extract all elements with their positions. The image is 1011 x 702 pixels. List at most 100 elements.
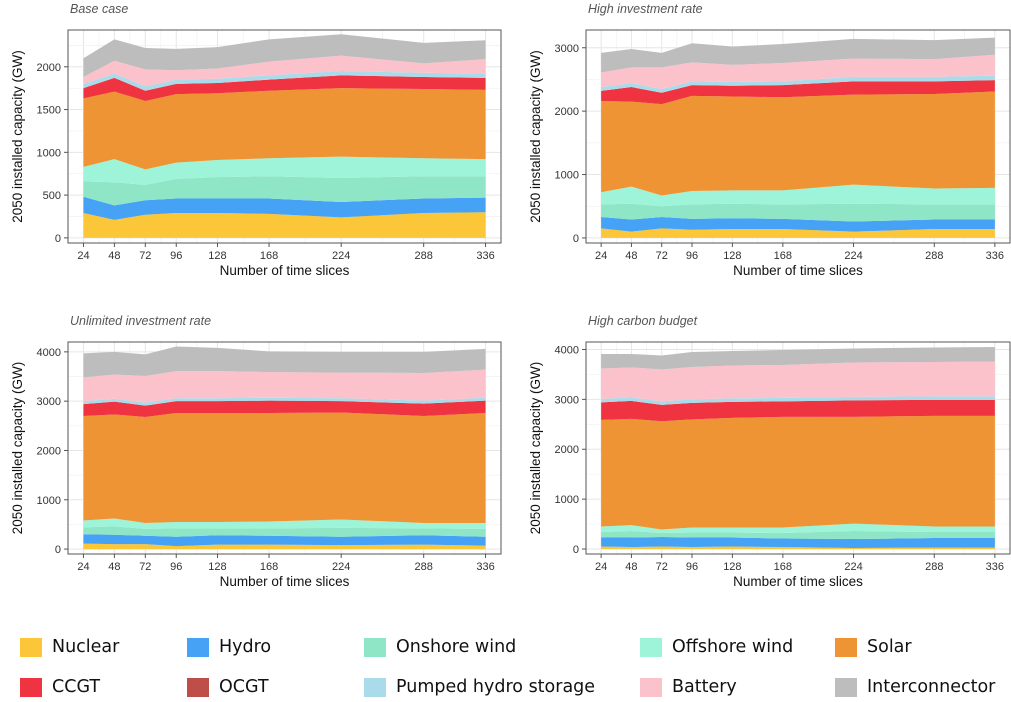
area-interconnector [83, 346, 486, 378]
legend-label-solar: Solar [867, 637, 912, 657]
area-onshore-wind [601, 203, 995, 222]
x-tick-label: 72 [139, 250, 151, 262]
x-tick-label: 96 [170, 250, 182, 262]
area-onshore-wind [83, 176, 486, 206]
chart-panel-base-case: 24 48 72 96 128 168 224 288 336 0 500 1000 1500 2000 B… [10, 2, 502, 278]
area-onshore-wind [83, 526, 486, 537]
x-tick-label: 96 [686, 561, 698, 573]
chart-panel-high-investment-rate: 24 48 72 96 128 168 224 288 336 0 1000 2000 3000 High… [528, 2, 1011, 278]
legend-item-ocgt: OCGT [187, 672, 269, 702]
x-tick-label: 168 [774, 561, 792, 573]
plot-border [67, 341, 502, 555]
area-battery [83, 369, 486, 403]
chart-title: Unlimited investment rate [70, 314, 211, 328]
area-pumped-hydro-storage [601, 396, 995, 405]
legend-label-ccgt: CCGT [52, 677, 101, 697]
x-tick-label: 72 [656, 561, 668, 573]
y-tick-label: 3000 [37, 396, 61, 408]
x-tick-label: 96 [686, 250, 698, 262]
x-tick-label: 224 [332, 250, 350, 262]
x-tick-label: 48 [108, 561, 120, 573]
charts-figure: 24 48 72 96 128 168 224 288 336 0 500 1000 1500 2000 B… [10, 2, 1011, 589]
area-onshore-wind [601, 531, 995, 540]
legend-swatch-offshore-wind [640, 637, 662, 657]
legend-swatch-solar [835, 637, 857, 657]
area-hydro [601, 537, 995, 549]
x-tick-label: 72 [139, 561, 151, 573]
x-tick-label: 96 [170, 561, 182, 573]
y-tick-label: 1000 [555, 494, 579, 506]
y-axis-label: 2050 installed capacity (GW) [10, 362, 25, 535]
legend-swatch-hydro [187, 637, 209, 657]
y-tick-label: 1000 [37, 147, 61, 159]
x-tick-label: 336 [986, 561, 1004, 573]
x-tick-label: 48 [625, 250, 637, 262]
x-tick-label: 72 [656, 250, 668, 262]
area-nuclear [601, 546, 995, 550]
legend-item-interconnector: Interconnector [835, 672, 995, 702]
x-tick-label: 24 [77, 250, 89, 262]
legend-swatch-pumped-hydro-storage [364, 677, 386, 697]
y-tick-label: 500 [43, 190, 61, 202]
chart-title: Base case [70, 2, 128, 16]
legend-label-offshore-wind: Offshore wind [672, 637, 794, 657]
x-axis-label: Number of time slices [220, 574, 350, 589]
y-tick-label: 4000 [37, 347, 61, 359]
legend-item-pumped-hydro-storage: Pumped hydro storage [364, 672, 595, 702]
y-tick-label: 1000 [37, 495, 61, 507]
chart-title: High investment rate [588, 2, 703, 16]
y-tick-label: 0 [55, 544, 61, 556]
x-axis-label: Number of time slices [220, 263, 350, 278]
legend-label-battery: Battery [672, 677, 737, 697]
area-pumped-hydro-storage [601, 75, 995, 93]
y-tick-label: 4000 [555, 344, 579, 356]
x-tick-label: 128 [208, 561, 226, 573]
x-tick-label: 288 [925, 250, 943, 262]
area-ccgt [83, 400, 486, 417]
legend-swatch-onshore-wind [364, 637, 386, 657]
x-tick-label: 288 [925, 561, 943, 573]
area-solar [83, 88, 486, 170]
legend-item-nuclear: Nuclear [20, 632, 119, 662]
area-offshore-wind [601, 523, 995, 534]
x-tick-label: 48 [108, 250, 120, 262]
x-tick-label: 336 [986, 250, 1004, 262]
x-tick-label: 224 [844, 561, 862, 573]
area-ccgt [601, 80, 995, 105]
x-tick-label: 24 [77, 561, 89, 573]
area-interconnector [83, 34, 486, 78]
x-tick-label: 168 [260, 561, 278, 573]
legend-item-solar: Solar [835, 632, 912, 662]
y-tick-label: 2000 [555, 444, 579, 456]
x-tick-label: 224 [332, 561, 350, 573]
x-tick-label: 24 [595, 250, 607, 262]
area-battery [601, 54, 995, 89]
y-tick-label: 1500 [37, 105, 61, 117]
area-nuclear [83, 212, 486, 238]
x-tick-label: 128 [208, 250, 226, 262]
chart-panel-unlimited-investment-rate: 24 48 72 96 128 168 224 288 336 0 1000 2000 3000 4000… [10, 314, 502, 589]
legend-label-nuclear: Nuclear [52, 637, 120, 657]
chart-panel-high-carbon-budget: 24 48 72 96 128 168 224 288 336 0 1000 2000 3000 4000… [528, 314, 1011, 589]
legend-swatch-nuclear [20, 637, 42, 657]
area-ccgt [601, 399, 995, 422]
plot-border [67, 29, 502, 244]
legend-label-hydro: Hydro [219, 637, 272, 657]
legend-item-hydro: Hydro [187, 632, 271, 662]
area-offshore-wind [83, 156, 486, 185]
legend-item-battery: Battery [640, 672, 737, 702]
y-tick-label: 3000 [555, 394, 579, 406]
area-ccgt [83, 75, 486, 101]
area-solar [601, 415, 995, 530]
area-pumped-hydro-storage [83, 397, 486, 406]
y-axis-label: 2050 installed capacity (GW) [10, 50, 25, 223]
legend-swatch-battery [640, 677, 662, 697]
legend-item-offshore-wind: Offshore wind [640, 632, 793, 662]
x-tick-label: 288 [414, 250, 432, 262]
plot-border [585, 341, 1011, 555]
plot-border [585, 29, 1011, 244]
legend-swatch-interconnector [835, 677, 857, 697]
y-axis-label: 2050 installed capacity (GW) [528, 50, 543, 223]
legend: Nuclear Hydro Onshore wind Offshore wind… [0, 622, 1011, 702]
y-tick-label: 2000 [37, 62, 61, 74]
